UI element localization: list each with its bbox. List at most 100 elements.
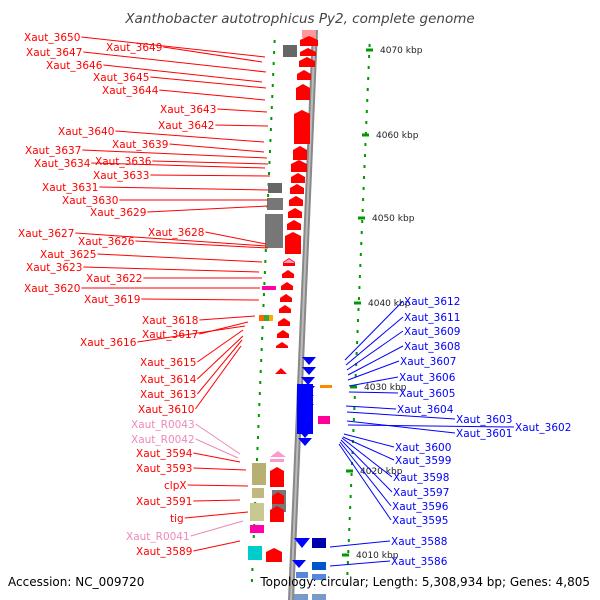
gene-label[interactable]: Xaut_3601 xyxy=(456,428,512,440)
gene-label[interactable]: Xaut_3607 xyxy=(400,356,456,368)
gene-label[interactable]: Xaut_3604 xyxy=(397,404,454,416)
gene-leader-line xyxy=(115,130,265,143)
gene-label[interactable]: clpX xyxy=(164,480,187,492)
gene-label[interactable]: Xaut_3629 xyxy=(90,207,146,219)
gene-label[interactable]: Xaut_3627 xyxy=(18,228,74,240)
gene-label[interactable]: Xaut_3594 xyxy=(136,448,193,460)
gene-block xyxy=(270,459,284,462)
gene-leader-line xyxy=(147,205,269,213)
forward-gene-arrow xyxy=(290,184,304,194)
gene-label[interactable]: Xaut_3605 xyxy=(399,388,455,400)
gene-label[interactable]: Xaut_3586 xyxy=(391,556,448,568)
gene-label[interactable]: Xaut_3630 xyxy=(62,195,118,207)
gene-leader-line xyxy=(348,376,399,387)
gene-label[interactable]: Xaut_3611 xyxy=(404,312,460,324)
gene-label[interactable]: Xaut_3610 xyxy=(138,404,194,416)
track-dot xyxy=(361,209,364,212)
gene-label[interactable]: Xaut_3618 xyxy=(142,315,198,327)
gene-label[interactable]: Xaut_3646 xyxy=(46,60,103,72)
gene-label[interactable]: Xaut_3628 xyxy=(148,227,204,239)
gene-label[interactable]: Xaut_3643 xyxy=(160,104,216,116)
gene-label[interactable]: Xaut_3634 xyxy=(34,158,91,170)
gene-block xyxy=(248,546,262,560)
gene-label[interactable]: Xaut_R0043 xyxy=(131,419,195,431)
gene-label[interactable]: Xaut_3625 xyxy=(40,249,96,261)
gene-label[interactable]: Xaut_3588 xyxy=(391,536,447,548)
gene-label[interactable]: Xaut_3596 xyxy=(392,501,449,513)
track-dot xyxy=(362,187,365,190)
track-dot xyxy=(354,374,357,377)
reverse-gene-arrow xyxy=(302,357,316,365)
gene-leader-line xyxy=(197,329,244,363)
gene-label[interactable]: Xaut_3606 xyxy=(399,372,456,384)
accession-text: Accession: NC_009720 xyxy=(8,575,144,589)
gene-label[interactable]: Xaut_3645 xyxy=(93,72,149,84)
gene-label[interactable]: Xaut_3647 xyxy=(26,47,82,59)
gene-leader-line xyxy=(83,266,260,273)
gene-label[interactable]: Xaut_3620 xyxy=(24,283,80,295)
reverse-gene-arrow xyxy=(301,377,315,385)
gene-label[interactable]: Xaut_3650 xyxy=(24,32,80,44)
track-dot xyxy=(258,403,261,406)
gene-label[interactable]: Xaut_3617 xyxy=(142,329,198,341)
gene-leader-line xyxy=(137,325,246,343)
gene-label[interactable]: Xaut_3644 xyxy=(102,85,159,97)
gene-label[interactable]: Xaut_3622 xyxy=(86,273,142,285)
gene-block xyxy=(318,416,330,424)
gene-label[interactable]: Xaut_R0041 xyxy=(126,531,190,543)
gene-label[interactable]: Xaut_3595 xyxy=(392,515,448,527)
forward-gene-arrow xyxy=(266,548,282,562)
gene-label[interactable]: Xaut_3599 xyxy=(395,455,451,467)
gene-label[interactable]: Xaut_3612 xyxy=(404,296,460,308)
gene-label[interactable]: Xaut_3614 xyxy=(140,374,197,386)
gene-leader-line xyxy=(343,433,395,448)
gene-label[interactable]: Xaut_3600 xyxy=(395,442,451,454)
gene-label[interactable]: Xaut_3597 xyxy=(393,487,449,499)
gene-leader-line xyxy=(329,560,391,567)
gene-label[interactable]: Xaut_3626 xyxy=(78,236,135,248)
gene-label[interactable]: Xaut_3619 xyxy=(84,294,140,306)
gene-leader-line xyxy=(184,511,249,519)
gene-label[interactable]: Xaut_3593 xyxy=(136,463,192,475)
gene-leader-line xyxy=(135,240,269,249)
gene-label[interactable]: Xaut_3623 xyxy=(26,262,82,274)
gene-leader-line xyxy=(347,360,400,381)
track-dot xyxy=(352,429,355,432)
gene-leader-line xyxy=(193,467,247,471)
gene-label[interactable]: Xaut_3616 xyxy=(80,337,137,349)
gene-label[interactable]: Xaut_3637 xyxy=(25,145,81,157)
gene-label[interactable]: Xaut_3649 xyxy=(106,42,162,54)
gene-label[interactable]: Xaut_3589 xyxy=(136,546,192,558)
gene-label[interactable]: Xaut_3608 xyxy=(404,341,460,353)
gene-label[interactable]: Xaut_3613 xyxy=(140,389,196,401)
gene-label[interactable]: tig xyxy=(170,513,184,525)
gene-label[interactable]: Xaut_3642 xyxy=(158,120,214,132)
gene-block xyxy=(312,594,326,600)
gene-leader-line xyxy=(197,335,244,380)
gene-leader-line xyxy=(169,143,265,153)
gene-label[interactable]: Xaut_3603 xyxy=(456,414,512,426)
track-dot xyxy=(259,381,262,384)
gene-label[interactable]: Xaut_3633 xyxy=(93,170,149,182)
gene-label[interactable]: Xaut_3615 xyxy=(140,357,196,369)
track-dot xyxy=(366,88,369,91)
gene-label[interactable]: Xaut_3636 xyxy=(95,156,152,168)
forward-gene-arrow xyxy=(270,467,284,487)
gene-label[interactable]: Xaut_3598 xyxy=(393,472,449,484)
gene-leader-line xyxy=(103,64,263,83)
gene-label[interactable]: Xaut_3602 xyxy=(515,422,571,434)
gene-label[interactable]: Xaut_3609 xyxy=(404,326,460,338)
gene-label[interactable]: Xaut_3591 xyxy=(136,496,192,508)
gene-label[interactable]: Xaut_R0042 xyxy=(131,434,195,446)
gene-leader-line xyxy=(193,452,241,463)
track-dot xyxy=(359,264,362,267)
track-dot xyxy=(365,121,368,124)
track-dot xyxy=(368,44,371,47)
gene-label[interactable]: Xaut_3640 xyxy=(58,126,114,138)
gene-block xyxy=(320,385,332,388)
track-dot xyxy=(273,40,276,43)
gene-label[interactable]: Xaut_3639 xyxy=(112,139,168,151)
scale-tick-label: 4020 kbp xyxy=(360,467,403,477)
gene-label[interactable]: Xaut_3631 xyxy=(42,182,98,194)
map-title: Xanthobacter autotrophicus Py2, complete… xyxy=(124,11,474,27)
